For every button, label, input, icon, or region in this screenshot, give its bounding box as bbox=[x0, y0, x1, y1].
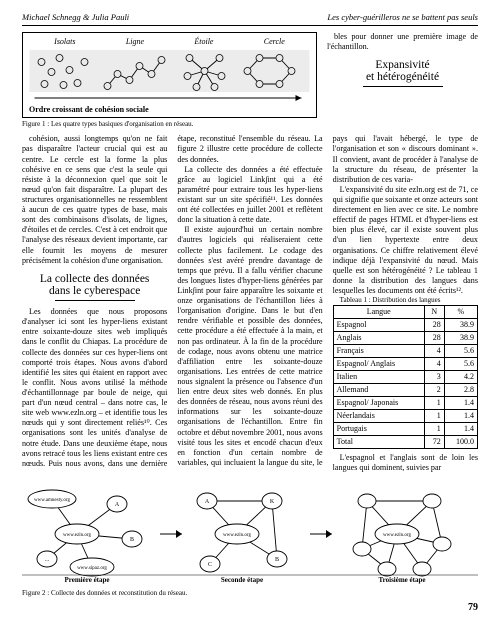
svg-text:www.ezln.org: www.ezln.org bbox=[223, 533, 251, 538]
table-cell: 5.6 bbox=[444, 357, 477, 370]
table-row: Espagnol/ Japonais11.4 bbox=[333, 396, 477, 409]
fig1-label: Cercle bbox=[264, 37, 285, 47]
fig2-caption: Figure 2 : Collecte des données et recon… bbox=[22, 589, 478, 598]
table-cell: 100.0 bbox=[444, 435, 477, 448]
fig1-label: Étoile bbox=[194, 37, 213, 47]
svg-text:...: ... bbox=[45, 557, 50, 563]
table-cell: 2.8 bbox=[444, 383, 477, 396]
table-cell: 28 bbox=[424, 331, 444, 344]
table-row: Italien34.2 bbox=[333, 370, 477, 383]
body-para: L'expansivité du site ezln.org est de 71… bbox=[333, 185, 478, 296]
svg-text:K: K bbox=[270, 499, 275, 505]
svg-text:www.ezln.org: www.ezln.org bbox=[63, 533, 91, 538]
table-row: Français45.6 bbox=[333, 344, 477, 357]
svg-text:www.amnesty.org: www.amnesty.org bbox=[34, 498, 70, 503]
table-cell: Français bbox=[333, 344, 424, 357]
table-header: N bbox=[424, 305, 444, 318]
svg-text:C: C bbox=[208, 562, 212, 568]
table-row: Portugais11.4 bbox=[333, 422, 477, 435]
table-cell: 28 bbox=[424, 318, 444, 331]
table-cell: Anglais bbox=[333, 331, 424, 344]
table-row: Anglais2838.9 bbox=[333, 331, 477, 344]
header-title: Les cyber-guérilleros ne se battent pas … bbox=[327, 12, 478, 23]
fig1-diagram bbox=[29, 50, 310, 102]
table-cell: Italien bbox=[333, 370, 424, 383]
svg-text:www.ezln.org: www.ezln.org bbox=[383, 533, 411, 538]
section-heading-2: Expansivité et hétérogénéité bbox=[327, 59, 478, 87]
table-cell: 5.6 bbox=[444, 344, 477, 357]
figure-1: Isolats Ligne Étoile Cercle bbox=[22, 32, 317, 118]
table-cell: 1 bbox=[424, 409, 444, 422]
heading-underline bbox=[363, 86, 443, 87]
table-cell: 4.2 bbox=[444, 370, 477, 383]
table-cell: Total bbox=[333, 435, 424, 448]
table-cell: 1.4 bbox=[444, 409, 477, 422]
table-row: Néerlandais11.4 bbox=[333, 409, 477, 422]
header-authors: Michael Schnegg & Julia Pauli bbox=[22, 12, 129, 23]
table-cell: 2 bbox=[424, 383, 444, 396]
table-cell: Espagnol bbox=[333, 318, 424, 331]
fig1-scale-label: Ordre croissant de cohésion sociale bbox=[29, 105, 310, 115]
table-header: % bbox=[444, 305, 477, 318]
body-para: La collecte des données a été effectuée … bbox=[177, 165, 322, 226]
table-cell: Allemand bbox=[333, 383, 424, 396]
table-row: Allemand22.8 bbox=[333, 383, 477, 396]
table-row: Espagnol2838.9 bbox=[333, 318, 477, 331]
svg-text:Troisième étape: Troisième étape bbox=[379, 576, 426, 584]
table-cell: 4 bbox=[424, 357, 444, 370]
fig1-label: Isolats bbox=[54, 37, 75, 47]
table-cell: Portugais bbox=[333, 422, 424, 435]
svg-text:A: A bbox=[205, 499, 210, 505]
table-cell: 1.4 bbox=[444, 396, 477, 409]
section-heading-1: La collecte des données dans le cyberesp… bbox=[22, 273, 167, 301]
table1-caption: Tableau 1 : Distribution des langues bbox=[333, 296, 478, 305]
svg-text:Seconde étape: Seconde étape bbox=[221, 576, 263, 584]
fig2-diagram: www.ezln.org www.amnesty.org www.sipaz.o… bbox=[22, 479, 478, 584]
table-cell: Néerlandais bbox=[333, 409, 424, 422]
table-header: Langue bbox=[333, 305, 424, 318]
figure-2: www.ezln.org www.amnesty.org www.sipaz.o… bbox=[22, 479, 478, 598]
svg-text:A: A bbox=[115, 502, 120, 508]
table-1: Langue N % Espagnol2838.9Anglais2838.9Fr… bbox=[333, 305, 478, 449]
body-para: L'espagnol et l'anglais sont de loin les… bbox=[333, 453, 478, 473]
table-row: Total72100.0 bbox=[333, 435, 477, 448]
table-cell: 3 bbox=[424, 370, 444, 383]
table-row: Espagnol/ Anglais45.6 bbox=[333, 357, 477, 370]
table-cell: 72 bbox=[424, 435, 444, 448]
table-cell: 1 bbox=[424, 396, 444, 409]
table-cell: 38.9 bbox=[444, 318, 477, 331]
page-number: 79 bbox=[22, 602, 478, 615]
body-para: cohésion, aussi longtemps qu'on ne fait … bbox=[22, 134, 167, 265]
running-header: Michael Schnegg & Julia Pauli Les cyber-… bbox=[22, 12, 478, 26]
svg-text:Première étape: Première étape bbox=[64, 576, 109, 584]
table-cell: 1.4 bbox=[444, 422, 477, 435]
table-cell: 4 bbox=[424, 344, 444, 357]
fig1-caption: Figure 1 : Les quatre types basiques d'o… bbox=[22, 120, 317, 129]
fig1-label: Ligne bbox=[126, 37, 144, 47]
svg-text:www.sipaz.org: www.sipaz.org bbox=[77, 566, 107, 571]
heading-underline bbox=[55, 300, 135, 301]
body-columns: cohésion, aussi longtemps qu'on ne fait … bbox=[22, 134, 478, 473]
svg-text:B: B bbox=[275, 557, 279, 563]
table-cell: Espagnol/ Anglais bbox=[333, 357, 424, 370]
table-cell: 1 bbox=[424, 422, 444, 435]
table-cell: 38.9 bbox=[444, 331, 477, 344]
table-cell: Espagnol/ Japonais bbox=[333, 396, 424, 409]
body-para-topright: bles pour donner une première image de l… bbox=[327, 32, 478, 52]
svg-text:B: B bbox=[130, 537, 134, 543]
